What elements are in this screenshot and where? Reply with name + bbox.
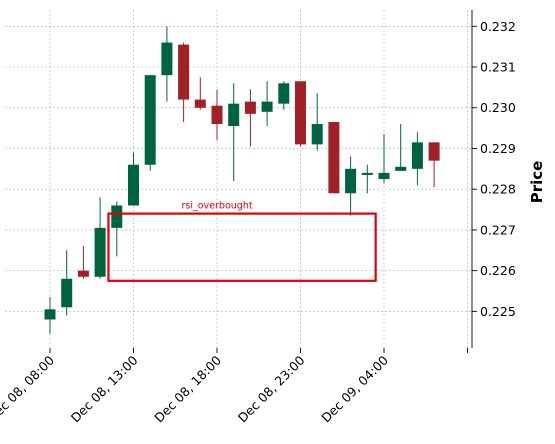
x-axis: Dec 08, 08:00 Dec 08, 13:00 Dec 08, 18:00 D…	[0, 348, 468, 425]
candle	[328, 121, 340, 194]
x-tick-label: Dec 09, 04:00	[318, 352, 391, 425]
candle-body	[244, 101, 256, 114]
candle	[111, 201, 123, 257]
annotation-label: rsi_overbought	[182, 201, 253, 212]
candle	[261, 81, 273, 127]
candle-body	[128, 164, 139, 206]
annotation-box	[107, 212, 377, 282]
candle	[161, 26, 173, 102]
candle	[77, 246, 89, 279]
y-axis-title: Price	[528, 161, 546, 204]
candle	[345, 156, 357, 216]
candle-body	[311, 124, 323, 145]
candle-body	[94, 227, 106, 277]
x-tick-label: Dec 08, 08:00	[0, 352, 57, 425]
y-tick-label: 0.227	[480, 222, 516, 237]
candle-body	[278, 83, 290, 104]
candle	[228, 83, 240, 182]
y-tick-label: 0.231	[480, 60, 516, 75]
x-tick-label: Dec 08, 18:00	[151, 352, 224, 425]
candle	[295, 81, 306, 147]
candle-body	[211, 105, 223, 125]
candle-body	[328, 121, 340, 194]
y-tick-label: 0.226	[480, 263, 516, 278]
candle	[144, 75, 156, 171]
candle-body	[261, 101, 273, 112]
candle	[94, 197, 106, 279]
y-tick-label: 0.230	[480, 100, 516, 115]
candle-body	[361, 172, 373, 175]
annotations: rsi_overbought	[107, 201, 377, 282]
candle-body	[395, 166, 407, 171]
y-tick-label: 0.228	[480, 182, 516, 197]
candle-body	[61, 278, 73, 308]
candle	[378, 134, 390, 184]
candle-body	[194, 99, 206, 108]
candle-body	[378, 172, 390, 179]
candle	[61, 250, 73, 316]
candle-body	[161, 42, 173, 76]
candle-body	[428, 142, 440, 161]
candle	[311, 93, 323, 151]
candle	[44, 297, 56, 334]
x-tick-label: Dec 08, 13:00	[68, 352, 141, 425]
candles	[44, 26, 440, 334]
candle-body	[345, 168, 357, 194]
candle	[361, 164, 373, 194]
candle	[211, 89, 223, 141]
candle-body	[228, 103, 240, 127]
candle-body	[178, 44, 190, 100]
y-axis: 0.225 0.226 0.227 0.228 0.229 0.230 0.231 0.232	[471, 10, 516, 348]
grid-lines	[5, 10, 472, 348]
x-tick-label: Dec 08, 23:00	[235, 352, 308, 425]
y-tick-label: 0.225	[480, 304, 516, 319]
candle	[128, 152, 139, 206]
candle	[411, 132, 423, 186]
candle	[428, 142, 440, 188]
candle	[194, 77, 206, 110]
candle-body	[77, 270, 89, 277]
y-tick-label: 0.232	[480, 19, 516, 34]
candle	[278, 81, 290, 110]
candle-body	[411, 142, 423, 169]
candle-body	[44, 309, 56, 320]
y-tick-label: 0.229	[480, 141, 516, 156]
candle-body	[144, 75, 156, 165]
candle	[178, 42, 190, 122]
candle-body	[295, 81, 306, 145]
candle-body	[111, 205, 123, 228]
candle	[244, 89, 256, 147]
candle	[395, 124, 407, 171]
